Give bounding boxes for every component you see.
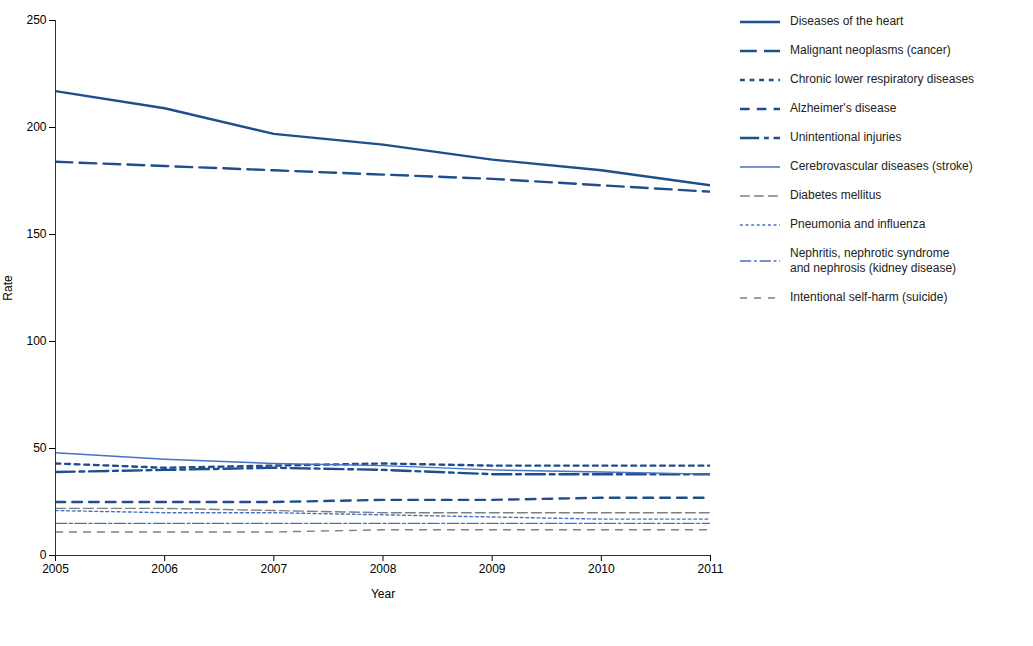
html-text:Malignant neoplasms (cancer): Malignant neoplasms (cancer) [790,43,951,57]
svg-text:0: 0 [40,548,47,562]
svg-text:2009: 2009 [479,562,506,576]
svg-text:150: 150 [26,227,46,241]
html-text:Cerebrovascular diseases (stro: Cerebrovascular diseases (stroke) [790,159,973,173]
html-text:Diabetes mellitus: Diabetes mellitus [790,188,882,202]
svg-text:2010: 2010 [588,562,615,576]
html-text:Nephritis, nephrotic syndrome: Nephritis, nephrotic syndrome and nephro… [790,246,957,275]
html-text:Pneumonia and influenza: Pneumonia and influenza [790,217,926,231]
svg-text:2008: 2008 [370,562,397,576]
svg-text:2007: 2007 [260,562,287,576]
svg-text:2005: 2005 [42,562,69,576]
html-text:Diseases of the heart: Diseases of the heart [790,14,904,28]
svg-text:250: 250 [26,13,46,27]
html-text:Chronic lower respiratory dise: Chronic lower respiratory diseases [790,72,975,86]
html-text:Intentional self-harm (suicide: Intentional self-harm (suicide) [790,290,948,304]
svg-text:2011: 2011 [698,562,724,576]
html-text:Unintentional injuries: Unintentional injuries [790,130,902,144]
svg-text:Year: Year [371,587,395,601]
svg-text:2006: 2006 [151,562,178,576]
svg-text:50: 50 [33,441,47,455]
html-text:Alzheimer's disease: Alzheimer's disease [790,101,897,115]
svg-text:200: 200 [26,120,46,134]
svg-text:Rate: Rate [1,275,15,301]
svg-text:100: 100 [26,334,46,348]
